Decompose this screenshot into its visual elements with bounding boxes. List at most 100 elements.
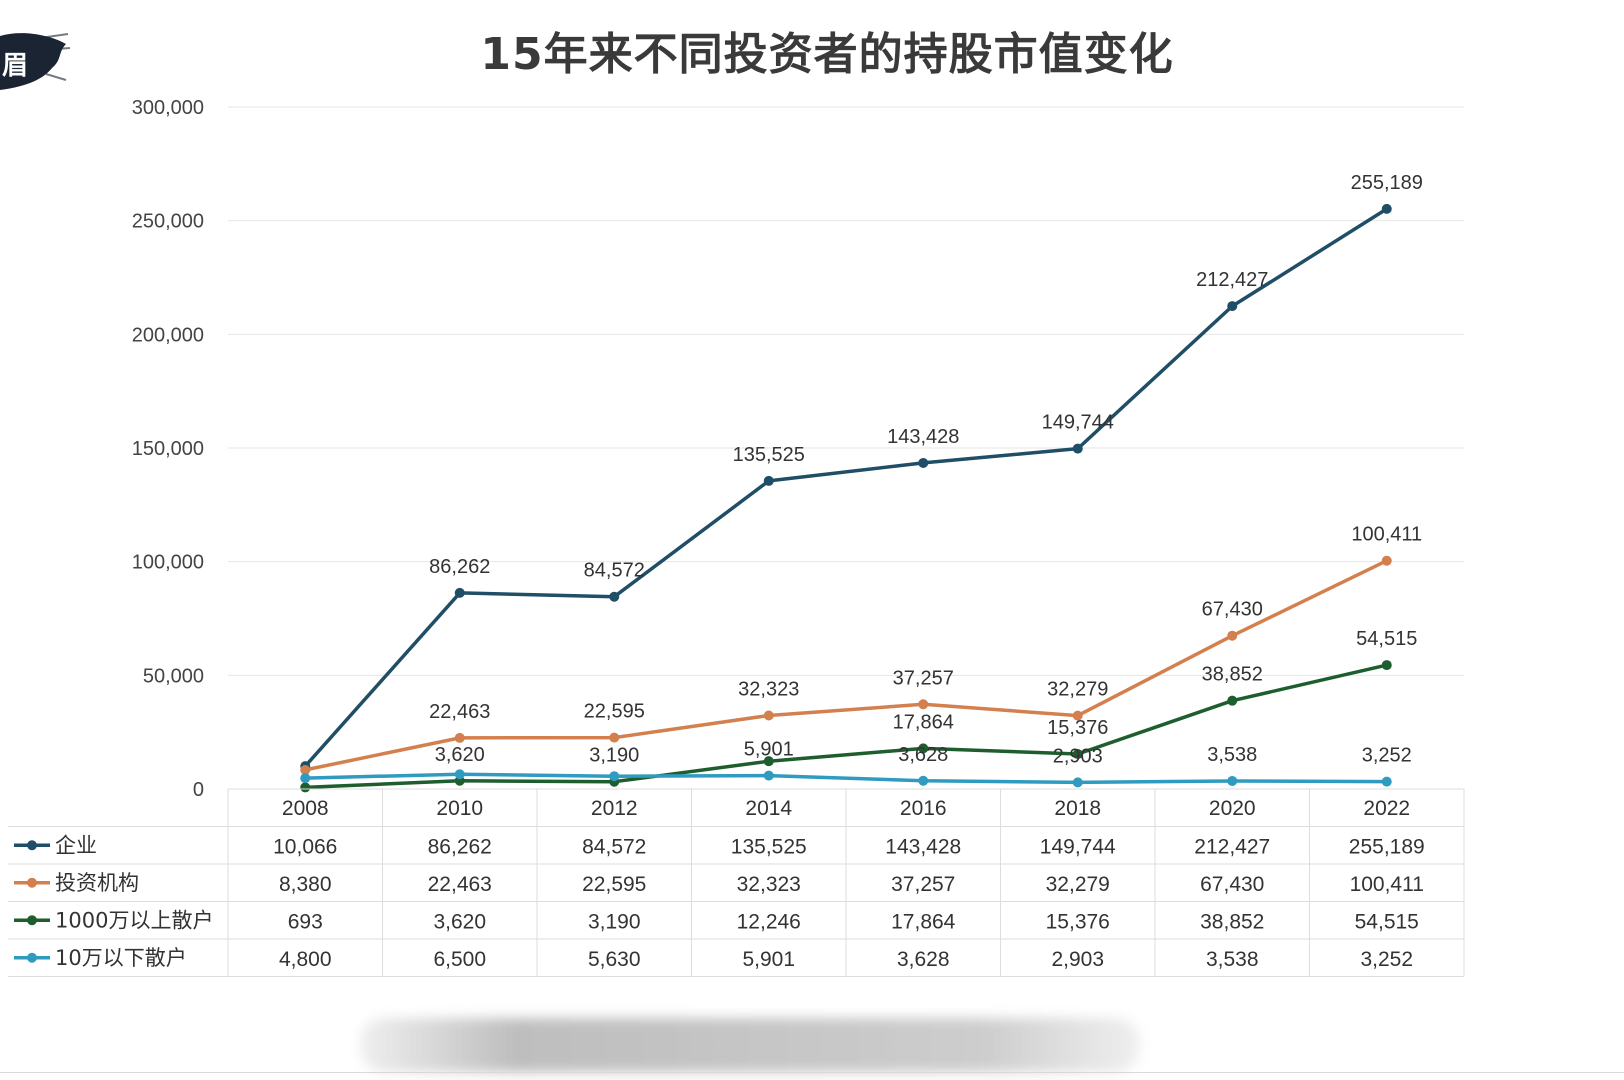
data-point	[1072, 443, 1083, 454]
table-cell: 38,852	[1200, 910, 1264, 933]
legend-marker	[27, 840, 37, 851]
data-label: 100,411	[1351, 524, 1422, 546]
y-axis-ticks: 0 50,000 100,000 150,000 200,000 250,000 300,0…	[132, 97, 204, 801]
data-label: 84,572	[584, 560, 645, 582]
data-point	[609, 732, 620, 743]
data-label: 22,595	[584, 701, 645, 723]
table-cell: 12,246	[737, 910, 801, 933]
data-point	[1227, 630, 1238, 641]
legend-marker	[27, 952, 37, 963]
data-label: 54,515	[1356, 628, 1417, 650]
data-label: 32,279	[1047, 679, 1108, 701]
table-cell: 86,262	[428, 835, 492, 858]
table-cell: 32,279	[1046, 873, 1110, 896]
table-cell: 100,411	[1350, 873, 1424, 896]
legend-label: 1000万以上散户	[55, 908, 213, 932]
legend-marker	[27, 915, 37, 926]
data-table: 2008 2010 2012 2014 2016 2018 2020 2022 企业 10,066…	[8, 788, 1465, 977]
data-point	[763, 756, 774, 767]
data-point	[1227, 775, 1238, 786]
data-point	[1381, 555, 1392, 566]
x-tick-label: 2008	[282, 797, 329, 820]
data-label: 15,376	[1047, 717, 1108, 739]
table-cell: 3,620	[433, 910, 486, 933]
data-point	[918, 743, 929, 754]
data-point	[763, 710, 774, 721]
data-point	[300, 782, 311, 793]
data-label: 3,620	[435, 744, 485, 766]
table-cell: 37,257	[891, 873, 955, 896]
x-tick-label: 2012	[591, 797, 638, 820]
data-label: 255,189	[1351, 172, 1423, 194]
data-point	[609, 591, 620, 602]
series-line	[303, 207, 1388, 768]
data-point	[1381, 776, 1392, 787]
x-tick-label: 2018	[1054, 797, 1101, 820]
table-cell: 6,500	[433, 948, 486, 971]
data-point	[918, 775, 929, 786]
y-tick-label: 50,000	[143, 665, 204, 687]
data-point	[918, 699, 929, 710]
table-cell: 10,066	[273, 835, 337, 858]
bottom-divider	[0, 1072, 1624, 1073]
data-point	[1072, 710, 1083, 721]
chart-title: 15年来不同投资者的持股市值变化	[480, 29, 1174, 80]
corner-badge-text: 眉	[2, 51, 28, 81]
data-label: 3,252	[1362, 745, 1412, 767]
series-lines	[303, 207, 1388, 790]
data-label: 2,903	[1053, 745, 1103, 767]
y-tick-label: 250,000	[132, 211, 204, 233]
table-cell: 149,744	[1040, 835, 1116, 858]
table-cell: 8,380	[279, 873, 332, 896]
table-cell: 212,427	[1194, 835, 1270, 858]
data-label: 135,525	[733, 444, 805, 466]
data-point	[1227, 695, 1238, 706]
data-point	[300, 773, 311, 784]
y-tick-label: 0	[193, 779, 204, 801]
corner-brush-logo: 眉	[0, 33, 70, 90]
data-point	[1381, 203, 1392, 214]
table-cell: 17,864	[891, 910, 956, 933]
x-tick-label: 2016	[900, 797, 947, 820]
table-cell: 255,189	[1349, 835, 1425, 858]
data-label: 3,190	[589, 745, 639, 767]
table-cell: 32,323	[737, 873, 801, 896]
legend-label: 投资机构	[55, 871, 139, 895]
series-line	[305, 772, 1387, 785]
data-label: 22,463	[429, 701, 490, 723]
data-point	[1072, 749, 1083, 760]
table-cell: 693	[288, 910, 323, 933]
y-tick-label: 300,000	[132, 97, 204, 119]
legend-marker	[27, 877, 37, 888]
data-label: 17,864	[893, 711, 954, 733]
y-tick-label: 150,000	[132, 438, 204, 460]
table-cell: 3,252	[1360, 948, 1413, 971]
data-label: 149,744	[1042, 412, 1114, 434]
legend-label: 企业	[55, 833, 97, 857]
table-cell: 84,572	[582, 835, 646, 858]
data-point	[1072, 777, 1083, 788]
y-tick-label: 200,000	[132, 324, 204, 346]
data-label: 212,427	[1196, 269, 1268, 291]
table-cell: 3,538	[1206, 948, 1259, 971]
gridlines	[228, 106, 1464, 676]
x-tick-label: 2020	[1209, 797, 1256, 820]
data-point	[454, 732, 465, 743]
data-point	[763, 770, 774, 781]
data-label: 3,628	[898, 744, 948, 766]
table-cell: 22,595	[582, 873, 646, 896]
table-cell: 15,376	[1046, 910, 1110, 933]
data-point	[454, 587, 465, 598]
series-line	[304, 559, 1388, 772]
data-label: 5,901	[744, 739, 794, 761]
data-label: 86,262	[429, 556, 490, 578]
x-tick-label: 2022	[1363, 797, 1410, 820]
table-cell: 5,901	[742, 948, 795, 971]
data-label: 32,323	[738, 679, 799, 701]
table-cell: 54,515	[1355, 910, 1419, 933]
series-points	[300, 203, 1392, 793]
data-point	[918, 457, 929, 468]
data-point	[763, 475, 774, 486]
blurred-subtitle-overlay	[360, 1018, 1140, 1072]
